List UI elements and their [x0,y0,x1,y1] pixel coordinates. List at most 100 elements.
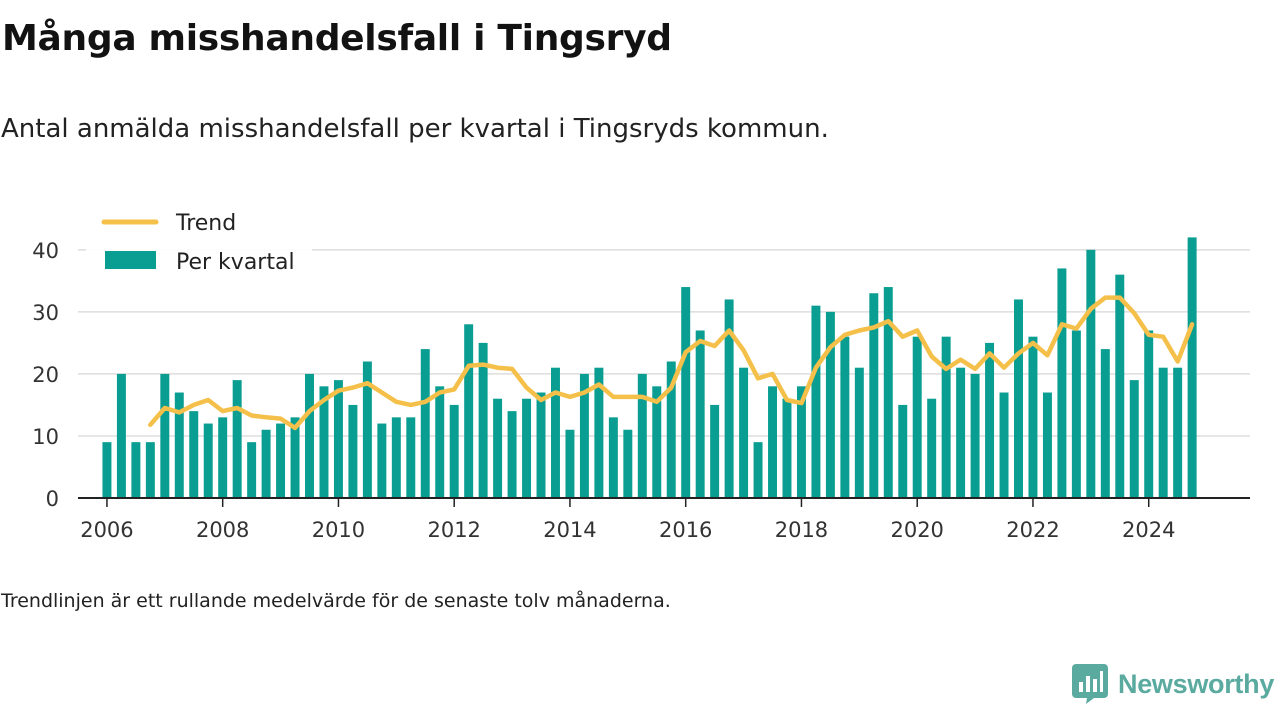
bar [420,349,430,498]
brand-name: Newsworthy [1118,668,1275,699]
x-tick-label: 2010 [312,518,365,542]
bar [261,429,271,498]
legend-bar-swatch [105,251,156,269]
bar [927,398,937,498]
bar [1187,237,1197,498]
bar [174,392,184,498]
bar [869,293,879,498]
bar [681,287,691,498]
bar [985,342,995,498]
legend-trend-label: Trend [175,211,236,236]
y-tick-label: 20 [32,363,59,387]
bar [464,324,474,498]
x-tick-label: 2024 [1122,518,1175,542]
bar [840,336,850,498]
bar [739,367,749,498]
x-tick-label: 2020 [890,518,943,542]
bar [247,442,257,498]
bar [912,336,922,498]
bar [695,330,705,498]
bar [854,367,864,498]
bar [362,361,372,498]
x-tick-label: 2012 [427,518,480,542]
trend-line [148,295,1195,431]
x-tick-label: 2008 [196,518,249,542]
x-tick-label: 2022 [1006,518,1059,542]
bar [1173,367,1183,498]
bar [970,373,980,498]
bar [1028,336,1038,498]
chart-title: Många misshandelsfall i Tingsryd [2,18,672,59]
trend-series [148,295,1195,431]
newsworthy-brand[interactable]: Newsworthy [1072,664,1274,704]
bar [782,398,792,498]
bar [203,423,213,498]
legend-background [86,206,312,284]
bar [1115,274,1125,498]
bar [941,336,951,498]
bar [131,442,141,498]
bar [276,423,286,498]
bar [406,417,416,498]
bar [724,299,734,498]
bar [391,417,401,498]
bar [522,398,532,498]
bar [116,373,126,498]
bar [594,367,604,498]
bar [565,429,575,498]
x-tick-label: 2006 [80,518,133,542]
bar [768,386,778,498]
bar [1086,249,1096,498]
bar [710,404,720,498]
x-axis: 2006 2008 2010 2012 2014 2016 2018 2020 2022 2024 [78,497,1250,542]
x-tick-label: 2016 [659,518,712,542]
bar [811,305,821,498]
bar [319,386,329,498]
bar [753,442,763,498]
bar [1144,330,1154,498]
newsworthy-chart-logo-icon [1072,664,1108,704]
bar [666,361,676,498]
y-tick-label: 10 [32,425,59,449]
bar [1100,349,1110,498]
y-tick-label: 40 [32,239,59,263]
bar [608,417,618,498]
bar [883,287,893,498]
bar [1129,380,1139,498]
bar [232,380,242,498]
bar [825,311,835,498]
bar [478,342,488,498]
bar [796,386,806,498]
bar [550,367,560,498]
bar-series-per-kvartal [102,237,1197,498]
bar [290,417,300,498]
bar [348,404,358,498]
bar [536,392,546,498]
bar [377,423,387,498]
bar [623,429,633,498]
bar [102,442,112,498]
bar [145,442,155,498]
bar [449,404,459,498]
bar [507,411,517,498]
bar [1042,392,1052,498]
bar [1057,268,1067,498]
bar [333,380,343,498]
bar [493,398,503,498]
x-tick-label: 2018 [775,518,828,542]
bar [1014,299,1023,498]
bar [999,392,1009,498]
bar [579,373,589,498]
bar [637,373,647,498]
bar [1158,367,1168,498]
bar [305,373,314,498]
bar [189,411,199,498]
bar [898,404,908,498]
bar [160,373,170,498]
bar [435,386,445,498]
legend-bar-label: Per kvartal [176,250,295,275]
bar [1071,330,1081,498]
bar [956,367,966,498]
y-tick-label: 30 [32,301,59,325]
